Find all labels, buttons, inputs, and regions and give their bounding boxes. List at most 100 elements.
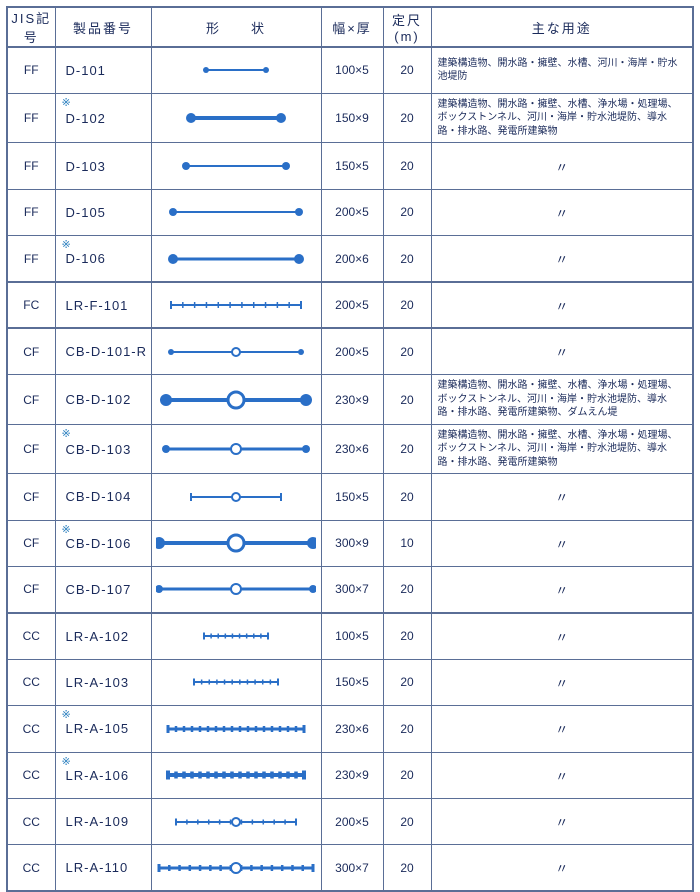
cell-shape [151, 143, 321, 189]
cell-use: 〃 [431, 189, 693, 235]
cell-jis: FF [7, 143, 55, 189]
shape-diagram [152, 283, 321, 327]
shape-diagram [152, 236, 321, 281]
cell-product-number: D-103 [55, 143, 151, 189]
cell-use: 建築構造物、開水路・擁壁、水槽、河川・海岸・貯水池堤防 [431, 47, 693, 93]
cell-use: 〃 [431, 143, 693, 189]
cell-use: 〃 [431, 752, 693, 798]
cell-product-number: ※CB-D-106 [55, 520, 151, 566]
cell-use: 〃 [431, 474, 693, 520]
note-mark: ※ [62, 755, 72, 768]
cell-length: 20 [383, 189, 431, 235]
shape-diagram [152, 753, 321, 798]
cell-shape [151, 659, 321, 705]
shape-diagram [152, 375, 321, 424]
cell-jis: CF [7, 567, 55, 613]
cell-jis: CC [7, 613, 55, 659]
cell-width-thickness: 230×6 [321, 424, 383, 474]
table-row: FF※D-106 200×620〃 [7, 236, 693, 282]
product-number-text: CB-D-101-R [66, 344, 148, 359]
page: JIS記号 製品番号 形 状 幅×厚 定尺(m) 主な用途 FFD-101100… [0, 0, 700, 879]
cell-product-number: D-101 [55, 47, 151, 93]
cell-jis: FC [7, 282, 55, 328]
product-number-text: LR-A-103 [66, 675, 130, 690]
cell-jis: CF [7, 474, 55, 520]
product-number-text: D-101 [66, 63, 106, 78]
shape-diagram [152, 567, 321, 612]
cell-length: 20 [383, 659, 431, 705]
product-number-text: CB-D-107 [66, 582, 132, 597]
cell-jis: CF [7, 375, 55, 425]
cell-jis: CC [7, 798, 55, 844]
cell-shape [151, 282, 321, 328]
cell-width-thickness: 200×5 [321, 798, 383, 844]
product-number-text: LR-A-106 [66, 768, 130, 783]
cell-width-thickness: 200×5 [321, 328, 383, 374]
table-row: CCLR-A-102100×520〃 [7, 613, 693, 659]
cell-jis: CF [7, 328, 55, 374]
shape-diagram [152, 799, 321, 844]
cell-shape [151, 47, 321, 93]
cell-jis: CC [7, 659, 55, 705]
cell-shape [151, 189, 321, 235]
shape-diagram [152, 94, 321, 143]
cell-length: 20 [383, 282, 431, 328]
note-mark: ※ [62, 708, 72, 721]
cell-shape [151, 752, 321, 798]
cell-shape [151, 798, 321, 844]
note-mark: ※ [62, 427, 72, 440]
cell-length: 20 [383, 845, 431, 891]
cell-width-thickness: 230×6 [321, 706, 383, 752]
cell-use: 建築構造物、開水路・擁壁、水槽、浄水場・処理場、ボックストンネル、河川・海岸・貯… [431, 375, 693, 425]
table-row: CCLR-A-103150×520〃 [7, 659, 693, 705]
cell-length: 20 [383, 567, 431, 613]
product-number-text: LR-A-102 [66, 629, 130, 644]
cell-product-number: ※CB-D-103 [55, 424, 151, 474]
table-row: FCLR-F-101200×520〃 [7, 282, 693, 328]
cell-length: 20 [383, 93, 431, 143]
cell-product-number: CB-D-101-R [55, 328, 151, 374]
product-number-text: CB-D-104 [66, 489, 132, 504]
cell-use: 〃 [431, 236, 693, 282]
cell-length: 20 [383, 424, 431, 474]
table-row: FF※D-102150×920建築構造物、開水路・擁壁、水槽、浄水場・処理場、ボ… [7, 93, 693, 143]
product-number-text: LR-A-110 [66, 860, 129, 875]
cell-product-number: LR-A-109 [55, 798, 151, 844]
cell-product-number: CB-D-104 [55, 474, 151, 520]
cell-length: 20 [383, 375, 431, 425]
cell-length: 20 [383, 236, 431, 282]
cell-jis: FF [7, 236, 55, 282]
table-row: FFD-101100×520建築構造物、開水路・擁壁、水槽、河川・海岸・貯水池堤… [7, 47, 693, 93]
cell-product-number: ※LR-A-105 [55, 706, 151, 752]
cell-length: 20 [383, 474, 431, 520]
product-number-text: LR-A-105 [66, 721, 130, 736]
note-mark: ※ [62, 238, 72, 251]
cell-shape [151, 93, 321, 143]
cell-product-number: ※D-106 [55, 236, 151, 282]
cell-product-number: LR-A-102 [55, 613, 151, 659]
cell-product-number: LR-A-110 [55, 845, 151, 891]
cell-use: 〃 [431, 613, 693, 659]
cell-length: 10 [383, 520, 431, 566]
cell-use: 〃 [431, 567, 693, 613]
cell-shape [151, 375, 321, 425]
cell-width-thickness: 200×5 [321, 282, 383, 328]
cell-use: 〃 [431, 282, 693, 328]
shape-diagram [152, 190, 321, 235]
cell-jis: FF [7, 189, 55, 235]
cell-width-thickness: 200×6 [321, 236, 383, 282]
cell-use: 〃 [431, 798, 693, 844]
cell-jis: CC [7, 845, 55, 891]
cell-use: 建築構造物、開水路・擁壁、水槽、浄水場・処理場、ボックストンネル、河川・海岸・貯… [431, 93, 693, 143]
cell-use: 〃 [431, 845, 693, 891]
cell-shape [151, 567, 321, 613]
cell-shape [151, 520, 321, 566]
cell-width-thickness: 300×7 [321, 845, 383, 891]
cell-shape [151, 613, 321, 659]
cell-jis: CF [7, 424, 55, 474]
cell-width-thickness: 300×7 [321, 567, 383, 613]
cell-product-number: D-105 [55, 189, 151, 235]
cell-length: 20 [383, 613, 431, 659]
spec-table: JIS記号 製品番号 形 状 幅×厚 定尺(m) 主な用途 FFD-101100… [6, 6, 694, 892]
cell-product-number: ※D-102 [55, 93, 151, 143]
